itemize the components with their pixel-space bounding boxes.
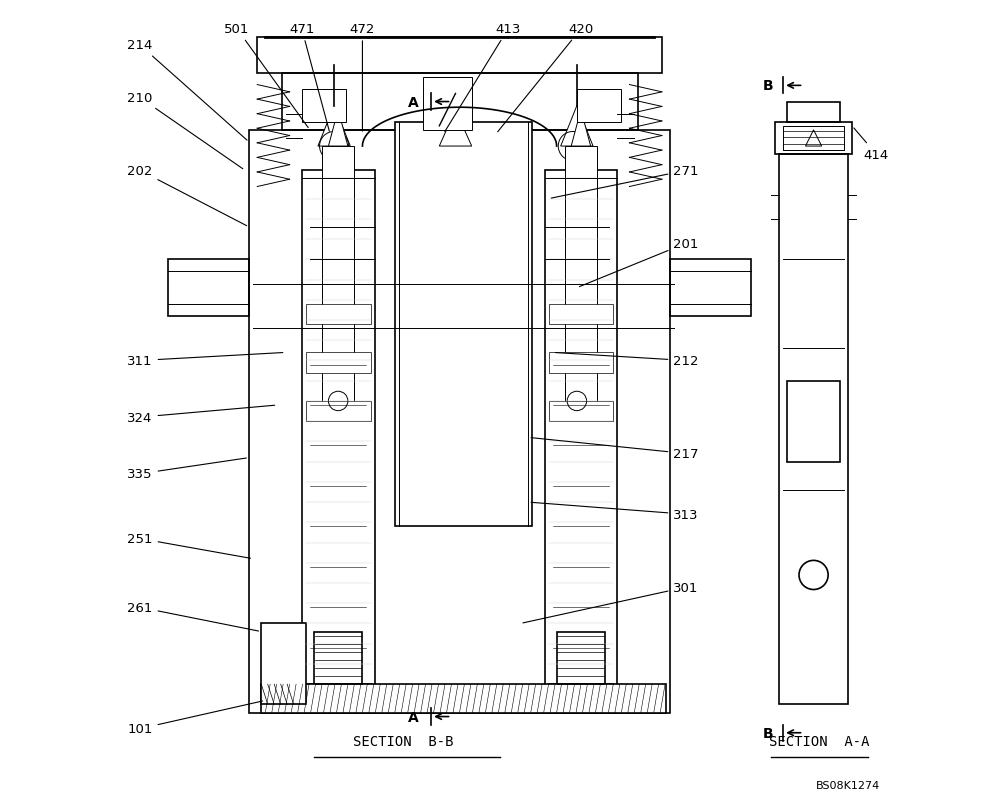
Bar (314, 632, 362, 689)
Text: 414: 414 (854, 129, 889, 161)
Bar (787, 381, 840, 462)
Bar (306, 684, 371, 713)
Text: 313: 313 (531, 503, 699, 521)
Bar (261, 684, 666, 713)
Bar (549, 401, 613, 422)
Bar (261, 624, 306, 705)
Text: 501: 501 (224, 24, 308, 128)
Bar (787, 102, 840, 122)
Text: 324: 324 (127, 406, 275, 424)
Text: 217: 217 (531, 438, 699, 461)
Bar (670, 260, 751, 316)
Text: 212: 212 (555, 353, 699, 367)
Text: A: A (408, 96, 419, 109)
Text: B: B (763, 79, 774, 93)
Bar (282, 74, 638, 131)
Bar (306, 401, 371, 422)
Bar (783, 127, 844, 151)
Bar (549, 353, 613, 373)
Bar (549, 684, 613, 713)
Text: SECTION  B-B: SECTION B-B (353, 734, 453, 748)
Bar (302, 171, 375, 689)
Bar (306, 353, 371, 373)
Polygon shape (318, 106, 350, 147)
Bar (545, 171, 617, 689)
Text: 301: 301 (523, 581, 699, 623)
Polygon shape (805, 131, 822, 147)
Polygon shape (328, 110, 348, 147)
Bar (322, 147, 354, 406)
Bar (249, 131, 670, 713)
Text: 311: 311 (127, 353, 283, 367)
Text: BS08K1274: BS08K1274 (816, 780, 880, 791)
Text: 271: 271 (551, 165, 699, 199)
Text: 472: 472 (350, 24, 375, 132)
Bar (395, 122, 532, 526)
Text: 420: 420 (498, 24, 594, 132)
Bar (302, 90, 346, 122)
Bar (423, 78, 472, 131)
Polygon shape (571, 110, 591, 147)
Text: 202: 202 (127, 165, 247, 226)
Text: 251: 251 (127, 532, 250, 559)
Bar (306, 304, 371, 324)
Text: SECTION  A-A: SECTION A-A (769, 734, 870, 748)
Bar (775, 122, 852, 155)
Text: 101: 101 (127, 702, 263, 736)
Text: 471: 471 (289, 24, 329, 132)
Text: 201: 201 (579, 238, 699, 287)
Text: 335: 335 (127, 458, 246, 481)
Bar (565, 147, 597, 406)
Text: 214: 214 (127, 40, 247, 141)
Bar (257, 38, 662, 74)
Bar (557, 632, 605, 689)
Polygon shape (561, 106, 593, 147)
Polygon shape (439, 110, 472, 147)
Text: A: A (408, 710, 419, 723)
Bar (168, 260, 249, 316)
Bar (779, 155, 848, 705)
Text: 413: 413 (445, 24, 521, 132)
Bar (549, 304, 613, 324)
Text: 210: 210 (127, 92, 243, 169)
Text: B: B (763, 726, 774, 740)
Text: 261: 261 (127, 601, 259, 631)
Bar (577, 90, 621, 122)
